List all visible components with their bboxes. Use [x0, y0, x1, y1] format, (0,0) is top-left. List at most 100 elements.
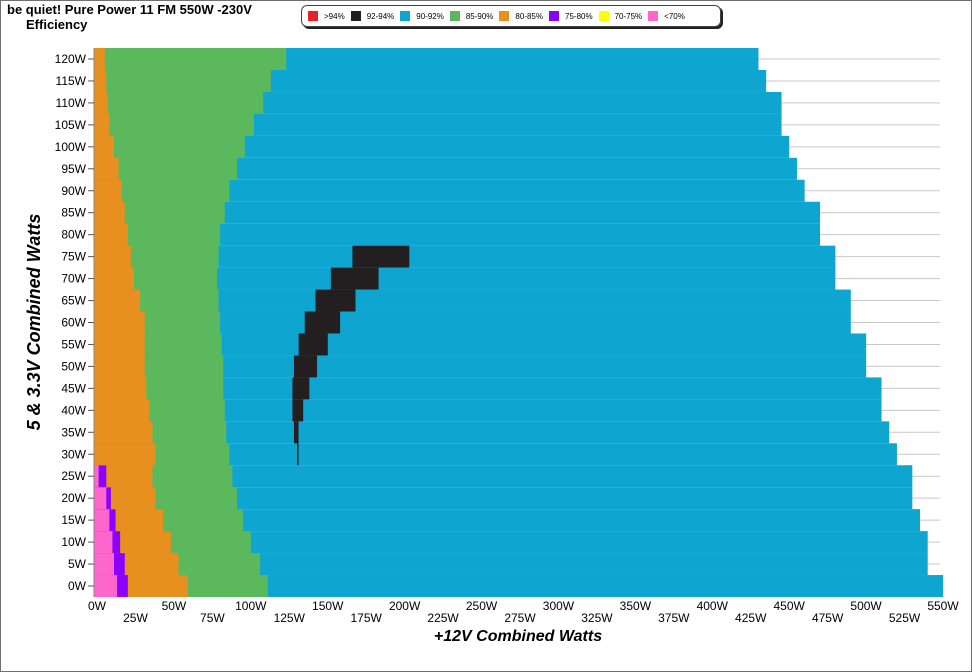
legend-label: 80-85% — [515, 11, 543, 21]
heatmap-cell-92-94 — [304, 311, 341, 334]
y-tick-label: 105W — [55, 118, 87, 132]
heatmap-cell-80-85 — [94, 135, 114, 158]
legend-item: 70-75% — [598, 11, 643, 21]
y-tick-label: 100W — [55, 140, 87, 154]
heatmap-cell-90-92 — [94, 553, 928, 576]
heatmap-cell-90-92 — [94, 157, 797, 180]
heatmap-cell-90-92 — [94, 377, 882, 400]
heatmap-cell-lt70 — [94, 553, 114, 576]
x-tick-label: 100W — [235, 599, 267, 613]
x-tick-label: 125W — [274, 611, 306, 625]
x-tick-label: 525W — [889, 611, 921, 625]
y-tick-label: 15W — [61, 513, 86, 527]
y-tick-label: 25W — [61, 469, 86, 483]
heatmap-cell-90-92 — [94, 575, 944, 597]
x-tick-label: 400W — [697, 599, 729, 613]
heatmap-cell-85-90 — [94, 69, 271, 92]
legend-swatch — [308, 11, 318, 21]
heatmap-cell-80-85 — [94, 355, 145, 378]
heatmap-cell-80-85 — [94, 69, 107, 92]
x-tick-label: 25W — [123, 611, 148, 625]
heatmap-cell-80-85 — [94, 377, 147, 400]
heatmap-cell-90-92 — [94, 267, 836, 290]
legend-item: <70% — [648, 11, 685, 21]
heatmap-cell-90-92 — [94, 289, 851, 312]
y-tick-label: 35W — [61, 425, 86, 439]
y-tick-label: 5W — [68, 557, 87, 571]
y-tick-label: 30W — [61, 447, 86, 461]
heatmap-cell-92-94 — [293, 421, 299, 444]
heatmap-cell-92-94 — [293, 355, 318, 378]
x-tick-label: 225W — [427, 611, 459, 625]
y-tick-label: 110W — [56, 96, 87, 110]
heatmap-cell-lt70 — [94, 487, 107, 510]
heatmap-cell-80-85 — [94, 113, 110, 136]
heatmap-cell-92-94 — [298, 333, 328, 356]
heatmap-cell-80-85 — [94, 267, 134, 290]
x-tick-label: 500W — [850, 599, 882, 613]
y-tick-label: 60W — [61, 316, 86, 330]
heatmap-cell-90-92 — [94, 421, 890, 444]
legend-swatch — [449, 11, 460, 21]
heatmap-cell-80-85 — [94, 311, 145, 334]
legend-swatch — [350, 11, 361, 21]
heatmap-cell-90-92 — [94, 91, 782, 114]
heatmap-cell-90-92 — [94, 223, 821, 246]
legend-label: >94% — [324, 11, 345, 21]
legend-item: 75-80% — [549, 11, 593, 21]
legend-label: 90-92% — [416, 11, 444, 21]
heatmap-cell-85-90 — [94, 157, 238, 180]
heatmap-cell-90-92 — [94, 311, 851, 334]
heatmap-cell-90-92 — [94, 179, 805, 202]
legend-label: 70-75% — [614, 11, 643, 21]
heatmap-cell-92-94 — [330, 267, 379, 290]
heatmap-cell-90-92 — [94, 201, 821, 224]
heatmap-cell-90-92 — [94, 355, 867, 378]
heatmap-cell-90-92 — [94, 443, 897, 466]
heatmap-cell-92-94 — [352, 245, 410, 268]
heatmap-cell-80-85 — [94, 48, 105, 70]
x-tick-label: 475W — [812, 611, 844, 625]
heatmap-cell-80-85 — [94, 333, 145, 356]
y-tick-label: 120W — [55, 52, 87, 66]
x-tick-label: 50W — [162, 599, 187, 613]
heatmap-cell-92-94 — [292, 377, 310, 400]
x-tick-label: 150W — [312, 599, 344, 613]
y-tick-label: 50W — [61, 359, 86, 373]
chart-title: be quiet! Pure Power 11 FM 550W -230V — [7, 2, 252, 17]
legend-swatch — [598, 11, 609, 21]
legend-label: <70% — [664, 11, 685, 21]
x-tick-label: 425W — [735, 611, 767, 625]
y-tick-label: 10W — [61, 535, 86, 549]
heatmap-cell-90-92 — [94, 135, 790, 158]
y-tick-label: 55W — [61, 337, 86, 351]
legend-item: 80-85% — [499, 11, 543, 21]
legend-swatch — [648, 11, 659, 21]
y-tick-label: 0W — [68, 579, 87, 593]
heatmap-cell-lt70 — [94, 465, 99, 488]
y-tick-label: 85W — [61, 206, 86, 220]
y-tick-label: 40W — [61, 403, 86, 417]
x-tick-label: 200W — [389, 599, 421, 613]
heatmap-cell-90-92 — [94, 333, 867, 356]
y-tick-label: 70W — [61, 272, 86, 286]
chart-subtitle: Efficiency — [26, 17, 88, 32]
y-tick-label: 80W — [61, 228, 86, 242]
legend-item: >94% — [308, 11, 345, 21]
y-axis-title: 5 & 3.3V Combined Watts — [24, 214, 44, 431]
legend: >94% 92-94% 90-92% 85-90% 80-85% 75-80% 70-75%… — [301, 5, 721, 27]
heatmap-cell-80-85 — [94, 289, 141, 312]
x-tick-label: 450W — [774, 599, 806, 613]
heatmap-cell-lt70 — [94, 531, 113, 554]
x-tick-label: 350W — [620, 599, 652, 613]
heatmap-cell-80-85 — [94, 421, 153, 444]
heatmap-cell-92-94 — [292, 399, 304, 422]
legend-item: 85-90% — [449, 11, 493, 21]
y-tick-label: 115W — [56, 74, 87, 88]
heatmap-cell-lt70 — [94, 509, 110, 532]
y-tick-label: 75W — [61, 250, 86, 264]
legend-label: 92-94% — [366, 11, 395, 21]
heatmap-cell-80-85 — [94, 157, 119, 180]
heatmap-cell-90-92 — [94, 399, 882, 422]
heatmap-cell-85-90 — [94, 201, 225, 224]
